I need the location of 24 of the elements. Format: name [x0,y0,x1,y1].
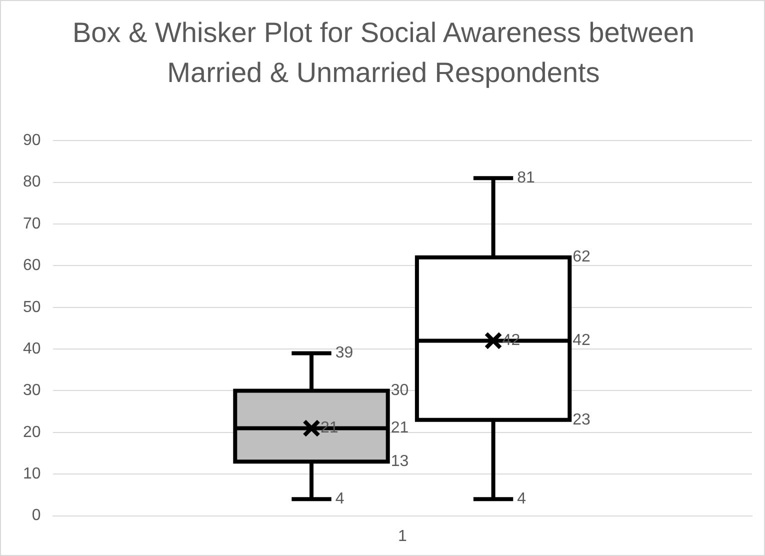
y-tick-label: 0 [32,507,41,524]
y-tick-label: 90 [23,132,41,150]
y-tick-label: 70 [23,215,41,232]
annotation: 21 [320,420,338,437]
annotation: 62 [572,248,591,266]
annotation: 23 [572,411,591,428]
annotation: 42 [502,332,520,350]
y-tick-label: 60 [23,257,41,274]
annotation: 30 [390,382,409,400]
annotation: 4 [517,490,526,508]
y-tick-label: 20 [23,424,41,441]
annotation: 21 [390,420,409,437]
y-tick-label: 50 [23,298,41,316]
y-tick-label: 10 [23,466,41,483]
annotation: 81 [517,170,536,187]
annotation: 39 [335,344,354,362]
annotation: 13 [390,453,409,470]
annotation: 4 [335,490,344,508]
y-tick-label: 30 [23,382,41,400]
y-tick-label: 80 [23,174,41,191]
annotation: 42 [572,332,591,350]
x-tick-label: 1 [398,528,407,545]
y-tick-label: 40 [23,340,41,358]
chart-title: Box & Whisker Plot for Social Awareness between Married & Unmarried Respondents [71,16,696,90]
